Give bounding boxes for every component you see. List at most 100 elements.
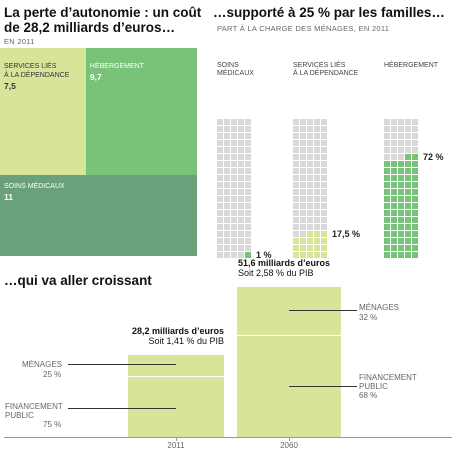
waffle-cell — [231, 189, 237, 195]
waffle-cell — [238, 161, 244, 167]
waffle-cell — [398, 238, 404, 244]
waffle-cell — [314, 210, 320, 216]
waffle-cell — [231, 245, 237, 251]
waffle-cell — [405, 196, 411, 202]
waffle-cell — [391, 161, 397, 167]
waffle-cell — [238, 182, 244, 188]
treemap-value: 9,7 — [89, 72, 102, 82]
waffle-cell — [405, 168, 411, 174]
waffle-cell — [384, 252, 390, 258]
waffle-cell — [238, 147, 244, 153]
waffle-cell — [217, 154, 223, 160]
waffle-cell — [321, 126, 327, 132]
waffle-cell — [384, 210, 390, 216]
waffle-cell — [405, 133, 411, 139]
waffle-cell — [217, 182, 223, 188]
waffle-cell — [384, 154, 390, 160]
waffle-cell — [245, 133, 251, 139]
waffle-cell — [412, 203, 418, 209]
waffle-cell — [405, 203, 411, 209]
waffle-cell — [224, 217, 230, 223]
waffle-cell — [224, 196, 230, 202]
waffle-cell — [412, 189, 418, 195]
waffle-cell — [224, 210, 230, 216]
waffle-cell — [300, 140, 306, 146]
waffle-cell — [384, 133, 390, 139]
bar — [128, 355, 224, 437]
waffle-cell — [245, 217, 251, 223]
waffle-cell — [300, 245, 306, 251]
waffle-cell — [238, 224, 244, 230]
waffle-cell — [224, 245, 230, 251]
waffle-cell — [391, 182, 397, 188]
waffle-cell — [412, 147, 418, 153]
waffle-cell — [398, 203, 404, 209]
waffle-cell — [300, 224, 306, 230]
waffle-cell — [245, 224, 251, 230]
waffle-cell — [412, 210, 418, 216]
waffle-cell — [293, 175, 299, 181]
bar-tick — [289, 437, 290, 441]
waffle-cell — [307, 231, 313, 237]
waffle-cell — [307, 224, 313, 230]
waffle-cell — [314, 154, 320, 160]
waffle-cell — [300, 126, 306, 132]
waffle-cell — [412, 182, 418, 188]
waffle-cell — [314, 217, 320, 223]
waffle-cell — [314, 196, 320, 202]
waffle-cell — [231, 252, 237, 258]
treemap-subtitle: EN 2011 — [4, 37, 35, 46]
treemap-label: SERVICES LIÉS — [4, 63, 57, 70]
waffle-cell — [217, 140, 223, 146]
waffle-cell — [391, 238, 397, 244]
waffle-cell — [307, 175, 313, 181]
waffle-cell — [384, 231, 390, 237]
waffle-cell — [321, 182, 327, 188]
waffle-label: SERVICES LIÉS — [293, 62, 346, 69]
waffle-cell — [307, 196, 313, 202]
waffle-cell — [398, 126, 404, 132]
waffle-cell — [238, 245, 244, 251]
waffle-cell — [314, 126, 320, 132]
waffle-cell — [238, 196, 244, 202]
waffle-cell — [245, 238, 251, 244]
waffle-cell — [231, 161, 237, 167]
waffle-cell — [321, 224, 327, 230]
waffle-cell — [405, 245, 411, 251]
waffle-cell — [405, 210, 411, 216]
waffle-cell — [245, 182, 251, 188]
waffle-cell — [398, 182, 404, 188]
waffle-cell — [300, 161, 306, 167]
waffle-cell — [217, 217, 223, 223]
treemap-value: 11 — [4, 191, 13, 202]
waffle-cell — [384, 224, 390, 230]
waffle-cell — [231, 147, 237, 153]
waffle-cell — [231, 119, 237, 125]
waffle-cell — [245, 210, 251, 216]
waffle-cell — [238, 154, 244, 160]
waffle-cell — [300, 133, 306, 139]
waffle-cell — [384, 126, 390, 132]
waffle-cell — [384, 147, 390, 153]
waffle-cell — [224, 154, 230, 160]
waffle-cell — [238, 252, 244, 258]
waffle-cell — [405, 161, 411, 167]
public-label: PUBLIC — [359, 382, 388, 391]
waffle-cell — [224, 182, 230, 188]
treemap-cell: SERVICES LIÉS À LA DÉPENDANCE 7,5 — [0, 48, 86, 175]
waffle-cell — [224, 140, 230, 146]
waffle-cell — [238, 189, 244, 195]
waffle-cell — [217, 210, 223, 216]
waffle-cell — [231, 217, 237, 223]
waffle-cell — [391, 203, 397, 209]
waffle-cell — [293, 224, 299, 230]
waffle-cell — [307, 140, 313, 146]
waffle-cell — [238, 231, 244, 237]
waffle-cell — [321, 196, 327, 202]
menages-label: MÉNAGES — [22, 360, 63, 370]
waffle-cell — [231, 203, 237, 209]
waffle-cell — [231, 175, 237, 181]
waffle-cell — [314, 245, 320, 251]
waffle-cell — [238, 126, 244, 132]
waffle-cell — [217, 245, 223, 251]
